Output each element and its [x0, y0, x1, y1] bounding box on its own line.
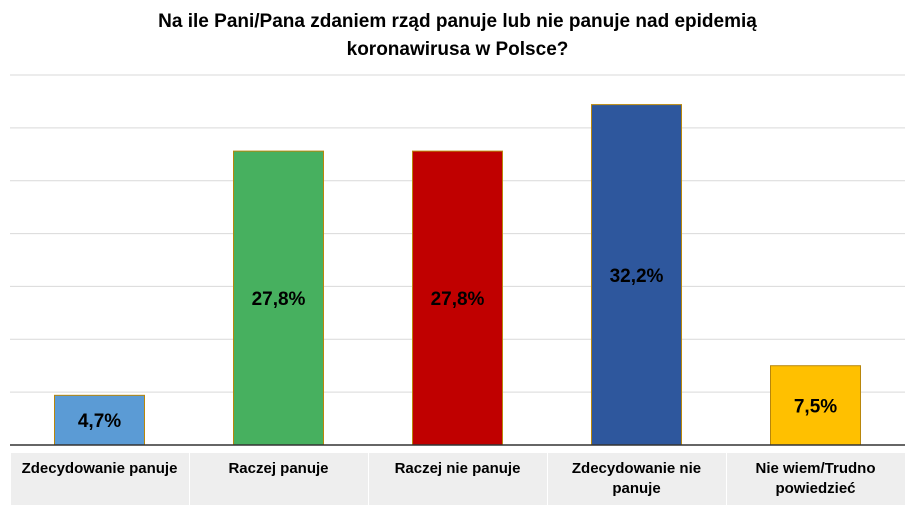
category-label-4: Zdecydowanie nie panuje: [547, 453, 726, 505]
bar-2: [233, 150, 324, 446]
bar-1: [54, 394, 145, 446]
category-label-1: Zdecydowanie panuje: [10, 453, 189, 505]
chart-title-line-2: koronawirusa w Polsce?: [346, 39, 569, 60]
value-label-2: 27,8%: [252, 289, 306, 310]
category-label-5: Nie wiem/Trudno powiedzieć: [726, 453, 905, 505]
grid-lines: [10, 74, 905, 393]
value-label-5: 7,5%: [794, 396, 837, 417]
bars: [54, 104, 861, 446]
value-label-4: 32,2%: [610, 266, 664, 287]
chart-title-line-1: Na ile Pani/Pana zdaniem rząd panuje lub…: [158, 11, 757, 32]
bar-5: [770, 365, 861, 446]
category-label-3: Raczej nie panuje: [368, 453, 547, 505]
bar-4: [591, 104, 682, 446]
value-label-3: 27,8%: [431, 289, 485, 310]
value-labels: 4,7% 27,8% 27,8% 32,2% 7,5%: [78, 266, 837, 432]
category-label-2: Raczej panuje: [189, 453, 368, 505]
value-label-1: 4,7%: [78, 411, 121, 432]
bar-3: [412, 150, 503, 446]
chart-title: Na ile Pani/Pana zdaniem rząd panuje lub…: [0, 8, 915, 64]
